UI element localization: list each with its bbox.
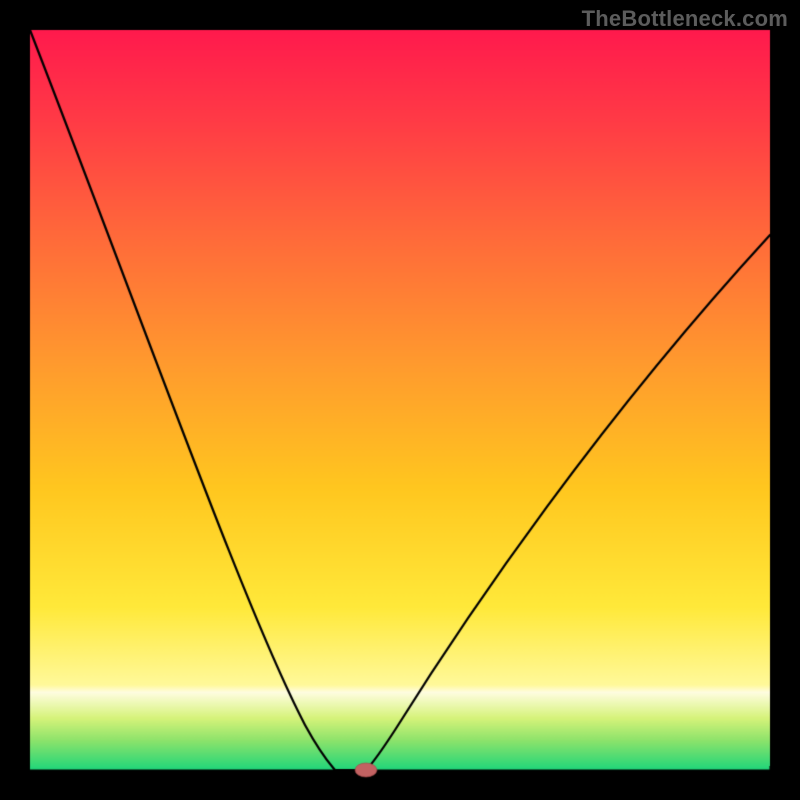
bottleneck-curve-chart xyxy=(0,0,800,800)
chart-root: TheBottleneck.com xyxy=(0,0,800,800)
